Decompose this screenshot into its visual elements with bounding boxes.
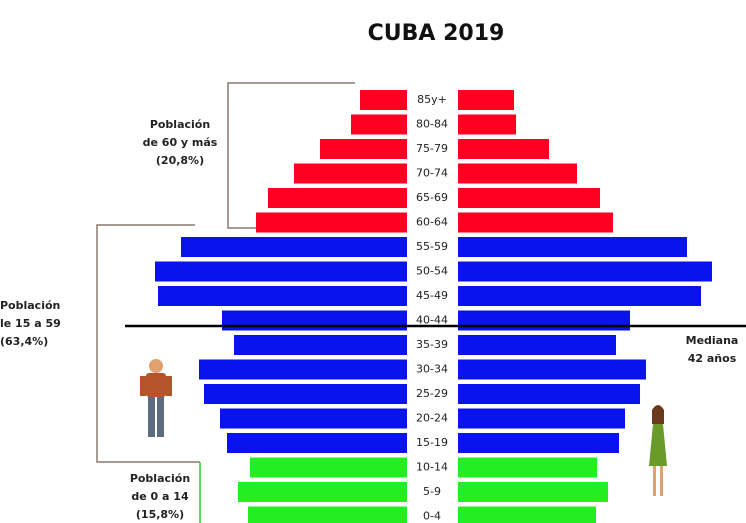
- bar: [458, 115, 516, 135]
- category-label: 10-14: [416, 461, 448, 474]
- annotation: le 15 a 59: [0, 317, 61, 330]
- category-label: 40-44: [416, 314, 448, 327]
- bar: [458, 335, 616, 355]
- bar: [351, 115, 407, 135]
- category-label: 30-34: [416, 363, 448, 376]
- bar: [238, 482, 407, 502]
- category-label: 80-84: [416, 118, 448, 131]
- category-label: 35-39: [416, 338, 448, 351]
- bar: [458, 139, 549, 159]
- bar: [158, 286, 407, 306]
- bar: [458, 237, 687, 257]
- annotation: Población: [0, 299, 60, 312]
- bar: [320, 139, 407, 159]
- chart-title: CUBA 2019: [368, 21, 505, 46]
- bar: [458, 507, 596, 523]
- bar: [458, 164, 577, 184]
- category-label: 0-4: [423, 510, 441, 523]
- bar: [458, 262, 712, 282]
- annotation: Población: [150, 118, 210, 131]
- annotation: de 0 a 14: [131, 490, 189, 503]
- bar: [458, 188, 600, 208]
- chart: CUBA 2019 85y+ 80-84 75-79 70-74 65-69 60-64 5…: [0, 0, 746, 523]
- bar: [220, 409, 407, 429]
- bar: [458, 90, 514, 110]
- bar: [294, 164, 407, 184]
- bar: [458, 409, 625, 429]
- bar: [458, 384, 640, 404]
- category-label: 70-74: [416, 167, 448, 180]
- bar: [227, 433, 407, 453]
- annotation: (63,4%): [0, 335, 48, 348]
- category-label: 55-59: [416, 240, 448, 253]
- bar: [248, 507, 407, 523]
- category-label: 75-79: [416, 142, 448, 155]
- annotation: (15,8%): [136, 508, 184, 521]
- category-label: 65-69: [416, 191, 448, 204]
- bar: [222, 311, 407, 331]
- bar: [256, 213, 407, 233]
- annotation: Mediana: [686, 334, 739, 347]
- bar: [155, 262, 407, 282]
- bar: [458, 482, 608, 502]
- bar: [234, 335, 407, 355]
- annotation: (20,8%): [156, 154, 204, 167]
- bar: [458, 433, 619, 453]
- bar: [360, 90, 407, 110]
- bar: [458, 360, 646, 380]
- annotation: 42 años: [688, 352, 737, 365]
- category-label: 85y+: [417, 93, 447, 106]
- annotation: de 60 y más: [143, 136, 218, 149]
- annotation: Población: [130, 472, 190, 485]
- bar: [458, 311, 630, 331]
- bar: [458, 213, 613, 233]
- bar: [181, 237, 407, 257]
- bar: [458, 458, 597, 478]
- category-label: 5-9: [423, 485, 441, 498]
- woman-figure: [649, 405, 667, 496]
- category-label: 60-64: [416, 216, 448, 229]
- bar: [204, 384, 407, 404]
- bar: [199, 360, 407, 380]
- bar: [250, 458, 407, 478]
- bar: [268, 188, 407, 208]
- bar: [458, 286, 701, 306]
- man-figure: [140, 359, 172, 437]
- category-label: 45-49: [416, 289, 448, 302]
- category-label: 20-24: [416, 412, 448, 425]
- category-label: 25-29: [416, 387, 448, 400]
- category-label: 15-19: [416, 436, 448, 449]
- category-label: 50-54: [416, 265, 448, 278]
